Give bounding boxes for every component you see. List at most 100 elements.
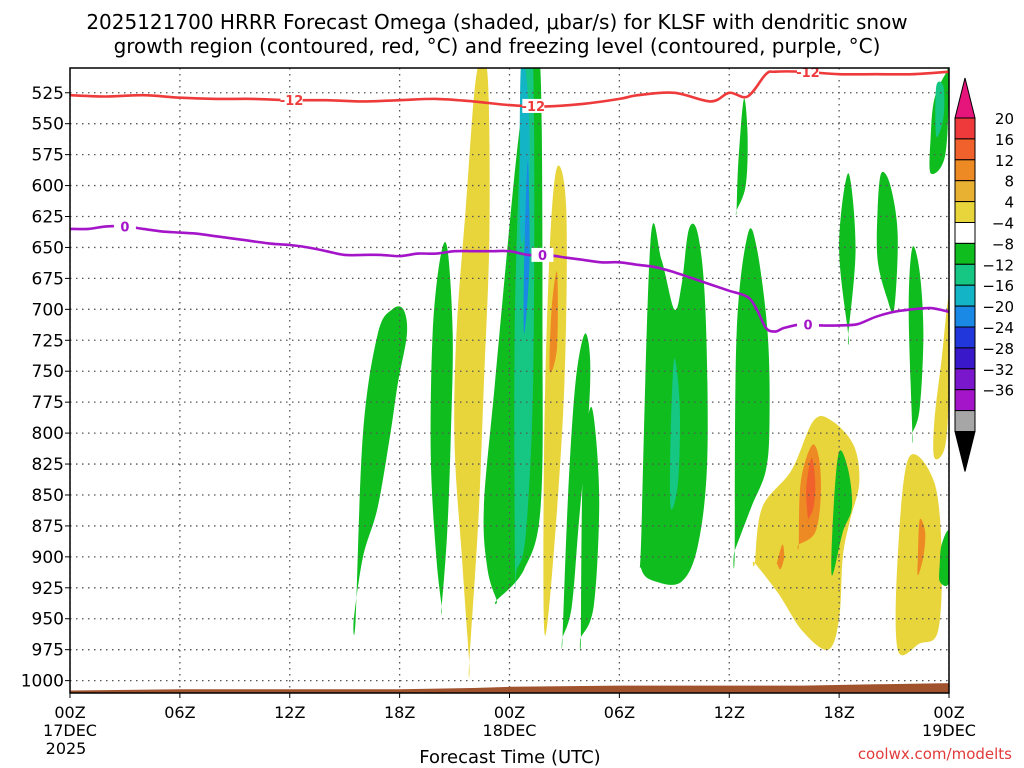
colorbar-label: −12 <box>982 256 1014 274</box>
y-tick-label: 900 <box>32 548 64 568</box>
colorbar-label: −8 <box>992 235 1014 253</box>
dgz-contour-label-bg <box>796 68 819 80</box>
colorbar-label: −4 <box>992 215 1014 233</box>
y-tick-label: 850 <box>32 486 64 506</box>
y-tick-label: 650 <box>32 238 64 258</box>
dgz-contour-label: -12 <box>796 66 820 81</box>
chart-title-line2: growth region (contoured, red, °C) and f… <box>114 34 881 58</box>
omega-region--4-29 <box>939 530 949 587</box>
colorbar-swatch <box>954 222 976 244</box>
colorbar-bottom-triangle <box>954 431 976 472</box>
colorbar-label: −16 <box>982 277 1014 295</box>
colorbar-label: 8 <box>1004 173 1014 191</box>
credit-text: coolwx.com/modelts <box>858 745 1012 763</box>
x-tick-label: 18Z <box>823 703 854 722</box>
colorbar-swatch <box>954 138 976 161</box>
x-tick-year: 2025 <box>46 739 87 758</box>
y-tick-label: 1000 <box>21 672 64 692</box>
colorbar-label: 16 <box>995 131 1014 149</box>
colorbar-label: 20 <box>995 110 1014 128</box>
omega-region--4-15 <box>735 98 748 216</box>
colorbar-label: −36 <box>982 382 1014 400</box>
y-tick-label: 925 <box>32 579 64 599</box>
freezing-contour-label: 0 <box>538 249 547 264</box>
omega-region--4-0 <box>353 306 408 636</box>
colorbar-label: −32 <box>982 361 1014 379</box>
colorbar-label: −20 <box>982 298 1014 316</box>
omega-region--4-22 <box>876 171 898 313</box>
x-tick-label: 18Z <box>384 703 415 722</box>
y-tick-label: 525 <box>32 84 64 104</box>
y-tick-label: 975 <box>32 641 64 661</box>
colorbar-label: −28 <box>982 340 1014 358</box>
y-tick-label: 600 <box>32 177 64 197</box>
omega-region--4-11 <box>579 406 600 651</box>
freezing-contour-label-bg <box>113 219 136 234</box>
colorbar-swatch <box>954 201 976 224</box>
omega-region-8-9 <box>549 271 558 373</box>
x-tick-label: 00Z <box>54 703 85 722</box>
y-tick-label: 775 <box>32 393 64 413</box>
dgz-contour-line <box>70 70 949 108</box>
omega-region-8-17 <box>776 544 785 570</box>
colorbar-swatch <box>954 284 976 307</box>
colorbar-swatch <box>954 410 976 433</box>
terrain-fill <box>70 683 949 693</box>
colorbar-label: 4 <box>1004 194 1014 212</box>
contour-layer: -12 -12 -12 0 0 0 <box>70 66 949 334</box>
y-tick-label: 700 <box>32 300 64 320</box>
colorbar-swatch <box>954 242 976 265</box>
y-tick-label: 825 <box>32 455 64 475</box>
y-tick-label: 550 <box>32 115 64 135</box>
colorbar-swatch <box>954 180 976 203</box>
x-tick-label: 00Z <box>494 703 525 722</box>
y-tick-label: 950 <box>32 610 64 630</box>
colorbar-swatch <box>954 117 976 140</box>
omega-region-8-24 <box>917 518 926 576</box>
colorbar-label: 12 <box>995 152 1014 170</box>
colorbar-swatch <box>954 389 976 412</box>
colorbar-swatch <box>954 159 976 182</box>
y-tick-label: 875 <box>32 517 64 537</box>
omega-region--4-20 <box>831 450 853 576</box>
omega-region--4-2 <box>430 241 453 615</box>
freezing-contour-label: 0 <box>120 220 129 235</box>
terrain-layer <box>70 683 949 693</box>
x-tick-label: 06Z <box>604 703 635 722</box>
chart-title-line1: 2025121700 HRRR Forecast Omega (shaded, … <box>86 10 907 34</box>
grid-layer <box>70 68 949 693</box>
x-tick-date: 19DEC <box>922 721 976 740</box>
y-axis: 525 550 575 600 625 650 675 700 725 750 775 800 825 8… <box>21 84 70 692</box>
omega-region--4-14 <box>733 228 770 569</box>
y-tick-label: 675 <box>32 269 64 289</box>
dgz-contour-label: -12 <box>522 100 546 115</box>
colorbar-swatch <box>954 305 976 328</box>
dgz-contour-label-bg <box>280 93 303 108</box>
y-tick-label: 625 <box>32 208 64 228</box>
x-tick-label: 12Z <box>274 703 305 722</box>
colorbar: 20 16 12 8 4 −4 −8 −12 −16 −20 −24 −28 −32 −36 <box>954 77 1014 472</box>
y-tick-label: 800 <box>32 424 64 444</box>
omega-region-4-3 <box>454 68 490 678</box>
dgz-contour-label: -12 <box>280 94 304 109</box>
dgz-contour-label-bg <box>522 98 545 113</box>
x-tick-date: 18DEC <box>483 721 537 740</box>
x-tick-label: 12Z <box>714 703 745 722</box>
omega-region-12-19 <box>806 457 816 523</box>
omega-region--8-13 <box>669 358 680 510</box>
freezing-contour-label: 0 <box>803 319 812 334</box>
freezing-contour-label-bg <box>796 317 819 332</box>
y-tick-label: 725 <box>32 331 64 351</box>
colorbar-swatch <box>954 368 976 391</box>
x-tick-date: 17DEC <box>43 721 97 740</box>
plot-area: -12 -12 -12 0 0 0 <box>70 66 949 693</box>
y-tick-label: 575 <box>32 146 64 166</box>
colorbar-swatch <box>954 347 976 370</box>
x-tick-label: 00Z <box>933 703 964 722</box>
y-tick-label: 750 <box>32 362 64 382</box>
omega-region-4-28 <box>933 296 949 460</box>
colorbar-label: −24 <box>982 319 1014 337</box>
omega-region--4-10 <box>561 333 591 650</box>
colorbar-swatch <box>954 326 976 349</box>
